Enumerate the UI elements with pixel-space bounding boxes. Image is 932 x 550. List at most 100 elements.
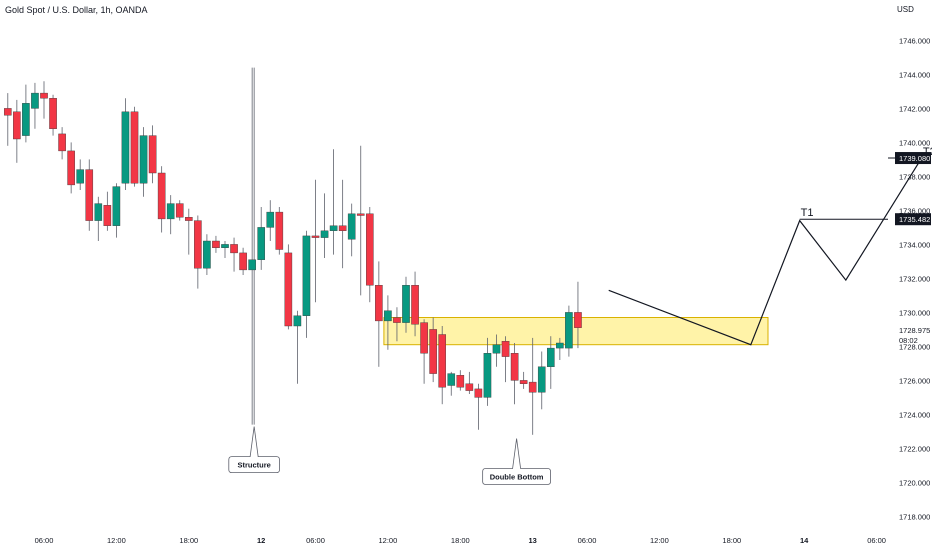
- price-tick-label: 1724.000: [899, 410, 930, 419]
- time-tick-label: 06:00: [867, 536, 886, 545]
- candle-down[interactable]: [393, 317, 401, 323]
- candle-up[interactable]: [94, 203, 103, 221]
- callout-label: Structure: [237, 461, 270, 470]
- time-tick-label: 06:00: [578, 536, 597, 545]
- candle-down[interactable]: [13, 111, 21, 140]
- candle-down[interactable]: [429, 329, 437, 374]
- candle-up[interactable]: [31, 92, 39, 109]
- target-price-label: 1735.482: [899, 215, 930, 224]
- candle-down[interactable]: [230, 244, 238, 254]
- price-tick-label: 1726.000: [899, 376, 930, 385]
- callout-box[interactable]: [482, 438, 551, 485]
- candle-up[interactable]: [293, 315, 302, 327]
- candle-down[interactable]: [356, 213, 365, 216]
- target-price-label: 1739.080: [899, 154, 930, 163]
- candle-up[interactable]: [320, 230, 329, 238]
- candle-up[interactable]: [329, 225, 338, 231]
- time-tick-label: 12: [257, 536, 265, 545]
- support-zone[interactable]: [383, 317, 769, 346]
- candle-down[interactable]: [58, 133, 66, 152]
- candle-down[interactable]: [284, 252, 293, 327]
- candle-down[interactable]: [519, 380, 528, 384]
- candle-up[interactable]: [139, 135, 148, 184]
- candle-down[interactable]: [420, 322, 428, 354]
- candle-down[interactable]: [184, 216, 193, 221]
- candle-up[interactable]: [203, 240, 211, 269]
- price-tick-label: 1722.000: [899, 444, 930, 453]
- price-tick-label: 1736.000: [899, 206, 930, 215]
- candle-down[interactable]: [103, 205, 112, 226]
- callout-box[interactable]: [228, 426, 280, 473]
- candle-down[interactable]: [501, 341, 510, 357]
- candle-up[interactable]: [121, 111, 130, 184]
- candle-up[interactable]: [492, 344, 501, 354]
- candle-up[interactable]: [248, 259, 256, 271]
- candle-down[interactable]: [438, 334, 447, 388]
- candle-up[interactable]: [402, 285, 410, 323]
- target-label-t1: T1: [801, 207, 814, 219]
- candle-up[interactable]: [447, 373, 456, 386]
- candle-down[interactable]: [574, 312, 582, 328]
- candle-up[interactable]: [384, 310, 392, 322]
- candle-down[interactable]: [49, 97, 57, 129]
- price-tick-label: 1738.000: [899, 172, 930, 181]
- price-tick-label: 1734.000: [899, 240, 930, 249]
- candle-up[interactable]: [257, 227, 266, 260]
- price-tick-label: 1746.000: [899, 36, 930, 45]
- candle-up[interactable]: [22, 103, 30, 136]
- callout-label: Double Bottom: [490, 473, 544, 482]
- candle-down[interactable]: [130, 111, 139, 184]
- candle-down[interactable]: [148, 135, 157, 174]
- chart-title: Gold Spot / U.S. Dollar, 1h, OANDA: [5, 5, 148, 15]
- candle-down[interactable]: [338, 225, 347, 231]
- candle-down[interactable]: [528, 381, 537, 393]
- candle-up[interactable]: [221, 244, 229, 248]
- target-price-badge: [895, 152, 931, 165]
- candle-down[interactable]: [212, 240, 220, 249]
- candle-up[interactable]: [547, 347, 555, 368]
- price-tick-label: 1718.000: [899, 512, 930, 521]
- candle-up[interactable]: [565, 312, 573, 349]
- candle-down[interactable]: [67, 150, 75, 186]
- candle-up[interactable]: [556, 342, 564, 349]
- candle-up[interactable]: [347, 213, 356, 240]
- candle-up[interactable]: [76, 169, 84, 184]
- candle-down[interactable]: [474, 388, 483, 398]
- candle-down[interactable]: [465, 383, 474, 391]
- price-tick-label: 1740.000: [899, 138, 930, 147]
- candle-down[interactable]: [175, 203, 184, 218]
- candle-up[interactable]: [302, 235, 311, 316]
- candle-up[interactable]: [112, 186, 121, 226]
- candle-down[interactable]: [510, 353, 519, 381]
- projection-path[interactable]: [608, 157, 923, 346]
- candle-down[interactable]: [411, 285, 419, 325]
- last-price-label: 1728.975: [899, 326, 930, 335]
- bar-countdown-label: 08:02: [899, 336, 918, 345]
- candle-down[interactable]: [157, 172, 166, 220]
- candle-down[interactable]: [275, 211, 284, 250]
- price-tick-label: 1730.000: [899, 308, 930, 317]
- candle-down[interactable]: [311, 235, 320, 238]
- candle-down[interactable]: [85, 169, 94, 221]
- time-tick-label: 12:00: [650, 536, 669, 545]
- candle-down[interactable]: [239, 252, 247, 271]
- candle-up[interactable]: [537, 366, 546, 393]
- candle-down[interactable]: [366, 213, 374, 286]
- time-tick-label: 18:00: [722, 536, 741, 545]
- candle-down[interactable]: [40, 92, 48, 99]
- candle-down[interactable]: [194, 220, 202, 269]
- price-tick-label: 1728.000: [899, 342, 930, 351]
- time-tick-label: 12:00: [379, 536, 398, 545]
- time-tick-label: 06:00: [35, 536, 54, 545]
- time-tick-label: 18:00: [179, 536, 198, 545]
- candle-up[interactable]: [266, 211, 275, 228]
- currency-label: USD: [897, 5, 914, 14]
- candle-up[interactable]: [166, 203, 175, 220]
- candle-down[interactable]: [3, 108, 12, 116]
- candle-up[interactable]: [483, 353, 492, 398]
- candle-down[interactable]: [375, 285, 383, 322]
- target-price-badge: [895, 213, 931, 226]
- price-tick-label: 1732.000: [899, 274, 930, 283]
- candle-down[interactable]: [456, 375, 465, 388]
